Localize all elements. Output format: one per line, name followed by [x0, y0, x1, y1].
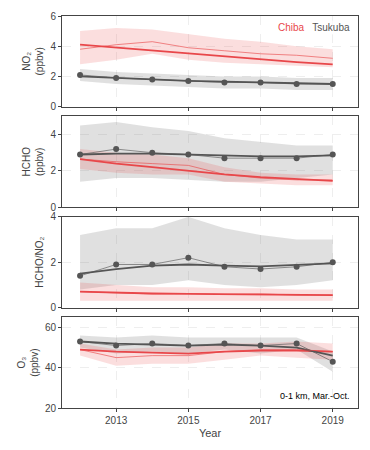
svg-text:6: 6: [50, 11, 56, 22]
svg-text:2: 2: [50, 165, 56, 176]
svg-text:2: 2: [50, 257, 56, 268]
svg-text:0: 0: [50, 202, 56, 213]
svg-text:2019: 2019: [322, 415, 345, 426]
svg-text:HCHO/NO₂: HCHO/NO₂: [34, 237, 45, 288]
svg-text:2015: 2015: [177, 415, 200, 426]
svg-text:20: 20: [45, 403, 57, 414]
svg-text:O₃(ppbv): O₃(ppbv): [16, 348, 40, 376]
svg-text:0: 0: [50, 302, 56, 313]
svg-text:4: 4: [50, 41, 56, 52]
svg-text:0-1 km, Mar.-Oct.: 0-1 km, Mar.-Oct.: [280, 391, 350, 401]
svg-text:HCHO(ppbv): HCHO(ppbv): [21, 147, 45, 177]
svg-text:Chiba Tsukuba: Chiba Tsukuba: [278, 22, 350, 33]
svg-text:60: 60: [45, 322, 57, 333]
svg-text:2013: 2013: [105, 415, 128, 426]
svg-text:4: 4: [50, 129, 56, 140]
svg-text:0: 0: [50, 101, 56, 112]
svg-text:40: 40: [45, 362, 57, 373]
svg-text:4: 4: [50, 211, 56, 222]
svg-text:NO₂(ppbv): NO₂(ppbv): [21, 47, 45, 75]
svg-text:Year: Year: [199, 427, 222, 439]
svg-text:2017: 2017: [249, 415, 272, 426]
svg-text:2: 2: [50, 71, 56, 82]
